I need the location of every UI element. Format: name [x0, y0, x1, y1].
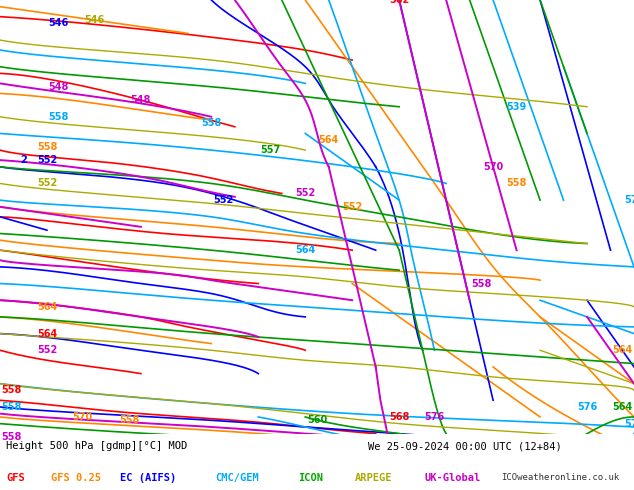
Text: 558: 558: [507, 178, 527, 189]
Text: GFS: GFS: [6, 472, 25, 483]
Text: 546: 546: [49, 18, 69, 28]
Text: CMC/GEM: CMC/GEM: [216, 472, 259, 483]
Text: 552: 552: [295, 189, 315, 198]
Text: 564: 564: [612, 402, 632, 412]
Text: 548: 548: [49, 82, 69, 92]
Text: 2: 2: [20, 155, 27, 165]
Text: ICOweatheronline.co.uk: ICOweatheronline.co.uk: [501, 473, 619, 482]
Text: 562: 562: [389, 0, 410, 5]
Text: EC (AIFS): EC (AIFS): [120, 472, 177, 483]
Text: 568: 568: [389, 412, 410, 422]
Text: 552: 552: [342, 202, 363, 212]
Text: 576: 576: [577, 402, 597, 412]
Text: 564: 564: [295, 245, 315, 255]
Text: 539: 539: [507, 102, 527, 112]
Text: 548: 548: [131, 95, 151, 105]
Text: 558: 558: [1, 385, 22, 395]
Text: GFS 0.25: GFS 0.25: [51, 472, 101, 483]
Text: 552: 552: [37, 178, 57, 189]
Text: 558: 558: [49, 112, 69, 122]
Text: UK-Global: UK-Global: [425, 472, 481, 483]
Text: 552: 552: [37, 155, 57, 165]
Text: 558: 558: [37, 142, 57, 152]
Text: 564: 564: [612, 345, 632, 355]
Text: 558: 558: [471, 278, 491, 289]
Text: 558: 558: [201, 119, 221, 128]
Text: 576: 576: [624, 195, 634, 205]
Text: 564: 564: [37, 329, 57, 339]
Text: 578: 578: [624, 418, 634, 429]
Text: 560: 560: [307, 416, 327, 425]
Text: ICON: ICON: [298, 472, 323, 483]
Text: 570: 570: [72, 412, 93, 422]
Text: 546: 546: [84, 15, 104, 25]
Text: 558: 558: [1, 432, 22, 442]
Text: 557: 557: [260, 145, 280, 155]
Text: 552: 552: [37, 345, 57, 355]
Text: ARPEGE: ARPEGE: [355, 472, 392, 483]
Text: 552: 552: [213, 195, 233, 205]
Text: 570: 570: [483, 162, 503, 172]
Text: Height 500 hPa [gdmp][°C] MOD: Height 500 hPa [gdmp][°C] MOD: [6, 441, 188, 451]
Text: 576: 576: [424, 412, 444, 422]
Text: 558: 558: [1, 402, 22, 412]
Text: 564: 564: [37, 302, 57, 312]
Text: 558: 558: [119, 416, 139, 425]
Text: We 25-09-2024 00:00 UTC (12+84): We 25-09-2024 00:00 UTC (12+84): [368, 441, 562, 451]
Text: 564: 564: [319, 135, 339, 145]
